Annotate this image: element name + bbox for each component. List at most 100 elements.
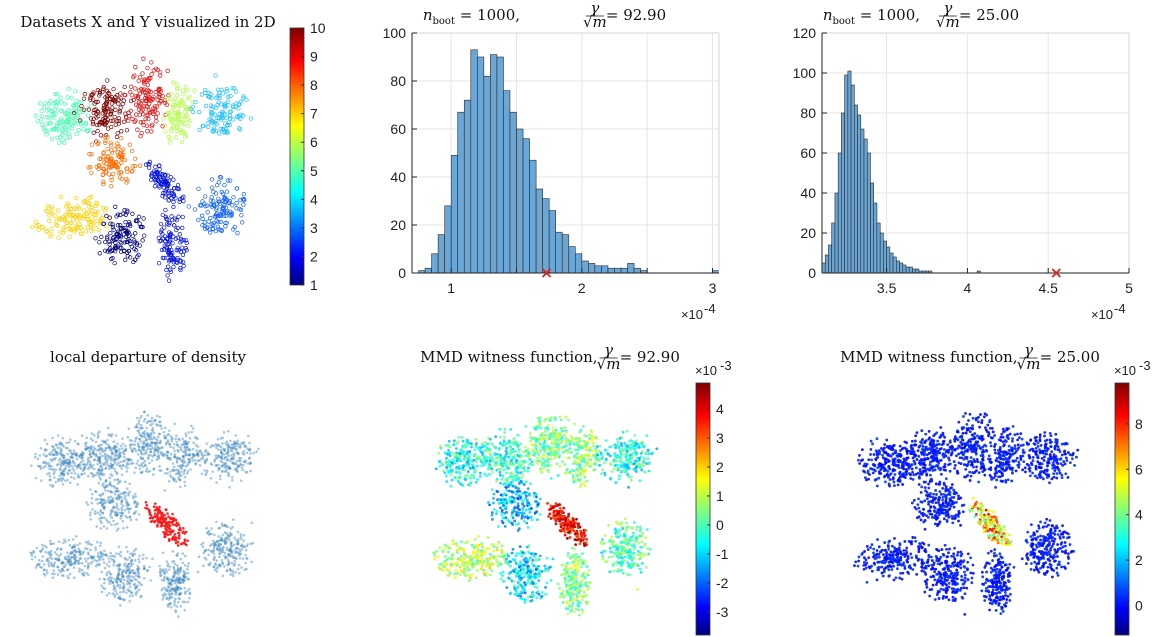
- point: [89, 511, 92, 514]
- point: [185, 434, 188, 438]
- point: [106, 463, 109, 467]
- point: [127, 493, 130, 497]
- scatter-point: [72, 116, 77, 121]
- point: [113, 486, 116, 489]
- scatter-point: [170, 80, 176, 85]
- point: [154, 447, 157, 451]
- point: [96, 462, 99, 466]
- point: [145, 569, 149, 573]
- point: [614, 481, 618, 484]
- point: [561, 450, 565, 454]
- scatter-point: [223, 224, 228, 229]
- point: [132, 447, 136, 450]
- point: [630, 462, 633, 465]
- point: [179, 567, 183, 570]
- histogram-bar: [899, 262, 904, 274]
- point: [226, 537, 229, 541]
- point: [509, 428, 513, 431]
- scatter-point: [97, 240, 102, 245]
- scatter-point: [209, 195, 214, 200]
- scatter-point: [105, 146, 110, 152]
- point: [510, 440, 514, 444]
- point: [229, 439, 232, 443]
- scatter-point: [130, 116, 135, 122]
- point: [642, 459, 646, 463]
- point: [200, 451, 203, 455]
- point: [474, 445, 478, 449]
- point: [120, 597, 124, 601]
- scatter-point: [60, 137, 65, 142]
- scatter-point: [83, 229, 89, 234]
- point: [136, 574, 140, 578]
- scatter-point: [171, 105, 176, 110]
- point: [136, 459, 140, 463]
- point: [219, 546, 222, 550]
- point: [35, 546, 39, 550]
- point: [503, 431, 506, 434]
- point: [142, 577, 146, 580]
- scatter-point: [159, 247, 165, 253]
- point: [244, 561, 247, 565]
- point: [122, 455, 126, 459]
- y-tick-label: 20: [800, 225, 816, 241]
- scatter-point: [217, 95, 222, 101]
- point: [59, 468, 63, 472]
- point: [487, 472, 491, 476]
- scatter-point: [114, 246, 119, 251]
- point: [215, 570, 219, 573]
- point: [499, 435, 502, 439]
- scatter-point: [45, 108, 50, 113]
- point: [220, 559, 224, 562]
- scatter-point: [69, 95, 74, 100]
- point: [116, 482, 120, 485]
- scatter-point: [209, 185, 215, 190]
- point: [87, 553, 90, 556]
- scatter-point: [54, 123, 60, 128]
- point: [646, 448, 650, 452]
- point: [148, 461, 151, 465]
- point: [181, 561, 185, 565]
- point: [178, 478, 182, 482]
- scatter-point: [108, 140, 113, 146]
- scatter-point: [74, 102, 79, 108]
- point: [104, 489, 107, 492]
- point: [619, 455, 622, 459]
- point: [141, 557, 145, 560]
- point: [117, 552, 121, 556]
- point: [137, 442, 140, 445]
- point: [598, 463, 601, 467]
- point: [98, 577, 101, 581]
- point: [236, 540, 240, 543]
- point: [633, 433, 637, 437]
- point: [89, 471, 93, 475]
- point: [547, 453, 551, 457]
- x-tick-label: 3.5: [877, 280, 897, 296]
- scatter-point: [74, 218, 80, 223]
- scatter-point: [118, 239, 123, 245]
- point: [512, 437, 516, 440]
- point: [599, 451, 603, 455]
- scatter-point: [212, 214, 217, 219]
- point: [549, 438, 553, 441]
- point: [128, 599, 132, 603]
- point: [118, 562, 122, 566]
- point: [596, 453, 599, 457]
- point: [45, 454, 49, 458]
- point: [553, 441, 557, 445]
- point: [144, 452, 148, 455]
- x-tick-label: 2: [578, 280, 586, 296]
- point: [632, 447, 636, 451]
- point: [123, 556, 127, 560]
- point: [112, 457, 116, 461]
- scatter-point: [179, 139, 184, 144]
- point: [241, 557, 245, 560]
- scatter-point: [141, 122, 146, 128]
- point: [112, 519, 115, 523]
- point: [119, 604, 122, 607]
- point: [166, 454, 169, 458]
- point: [133, 552, 137, 556]
- point: [169, 445, 172, 449]
- scatter-point: [105, 234, 110, 239]
- point: [230, 449, 233, 453]
- point: [540, 434, 544, 438]
